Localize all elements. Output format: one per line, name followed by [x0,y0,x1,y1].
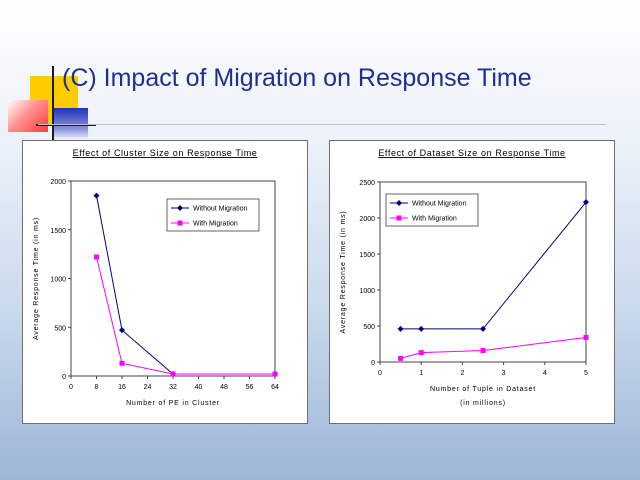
y-tick-label: 0 [371,360,375,367]
plot-area [379,181,587,363]
chart-panel-cluster-size: Effect of Cluster Size on Response Time 0… [22,140,308,424]
series-line [400,337,587,359]
x-axis-label: Number of PE in Cluster [126,400,220,407]
decor-horizontal-line [36,124,96,126]
x-tick-label: 24 [144,384,152,391]
x-tick-label: 4 [543,370,547,377]
legend-box [166,198,260,232]
x-tick-label: 40 [195,384,203,391]
x-tick-label: 56 [246,384,254,391]
chart-cluster-size: Effect of Cluster Size on Response Time 0… [33,148,279,407]
slide-title: (C) Impact of Migration on Response Time [62,64,532,92]
y-tick-label: 1500 [50,228,66,235]
data-point-square [418,350,424,356]
series-line [400,201,587,330]
series-line [96,256,275,375]
data-point-diamond [583,199,589,206]
legend-box [385,193,479,227]
x-axis-label: Number of Tuple in Dataset [430,386,536,393]
chart-panel-dataset-size: Effect of Dataset Size on Response Time 0… [329,140,615,424]
legend-marker-diamond [396,200,402,206]
x-tick-label: 48 [220,384,228,391]
data-point-square [170,371,176,377]
chart-title: Effect of Dataset Size on Response Time [378,148,565,158]
chart-dataset-size: Effect of Dataset Size on Response Time 0… [340,148,589,407]
x-tick-label: 16 [118,384,126,391]
data-point-square [480,347,486,353]
data-point-square [398,355,404,361]
data-point-square [272,371,278,377]
x-tick-label: 1 [419,370,423,377]
x-tick-label: 0 [69,384,73,391]
decor-square-blue [52,108,88,138]
legend-label: Without Migration [412,201,467,208]
x-tick-label: 5 [584,370,588,377]
x-tick-label: 0 [378,370,382,377]
y-tick-label: 2000 [359,216,375,223]
data-point-diamond [418,325,425,332]
x-tick-label: 8 [95,384,99,391]
data-point-square [583,335,589,341]
legend-marker-square [396,215,402,221]
chart-title: Effect of Cluster Size on Response Time [73,148,258,158]
y-tick-label: 500 [54,325,66,332]
y-axis-label: Average Response Time (in ms) [340,210,347,333]
y-tick-label: 1000 [50,277,66,284]
data-point-square [94,254,99,260]
legend-label: With Migration [193,221,238,228]
x-tick-label: 32 [169,384,177,391]
legend-marker-diamond [177,205,183,211]
legend-label: Without Migration [193,206,248,213]
data-point-diamond [93,192,100,199]
data-point-diamond [397,325,404,332]
y-tick-label: 2500 [359,180,375,187]
x-tick-label: 3 [502,370,506,377]
y-tick-label: 0 [62,374,66,381]
legend-label: With Migration [412,216,457,223]
x-tick-label: 2 [460,370,464,377]
data-point-diamond [480,325,486,332]
data-point-square [119,360,125,366]
legend-marker-square [177,220,183,226]
x-tick-label: 64 [271,384,279,391]
y-axis-label: Average Response Time (in ms) [33,217,40,340]
y-tick-label: 1000 [359,288,375,295]
y-tick-label: 1500 [359,252,375,259]
decor-vertical-line [52,66,54,142]
title-underline [38,124,606,125]
decor-square-red [8,100,48,132]
y-tick-label: 500 [363,324,375,331]
data-point-diamond [119,327,125,334]
y-tick-label: 2000 [50,179,66,186]
x-axis-label-line2: (in millions) [460,400,506,407]
